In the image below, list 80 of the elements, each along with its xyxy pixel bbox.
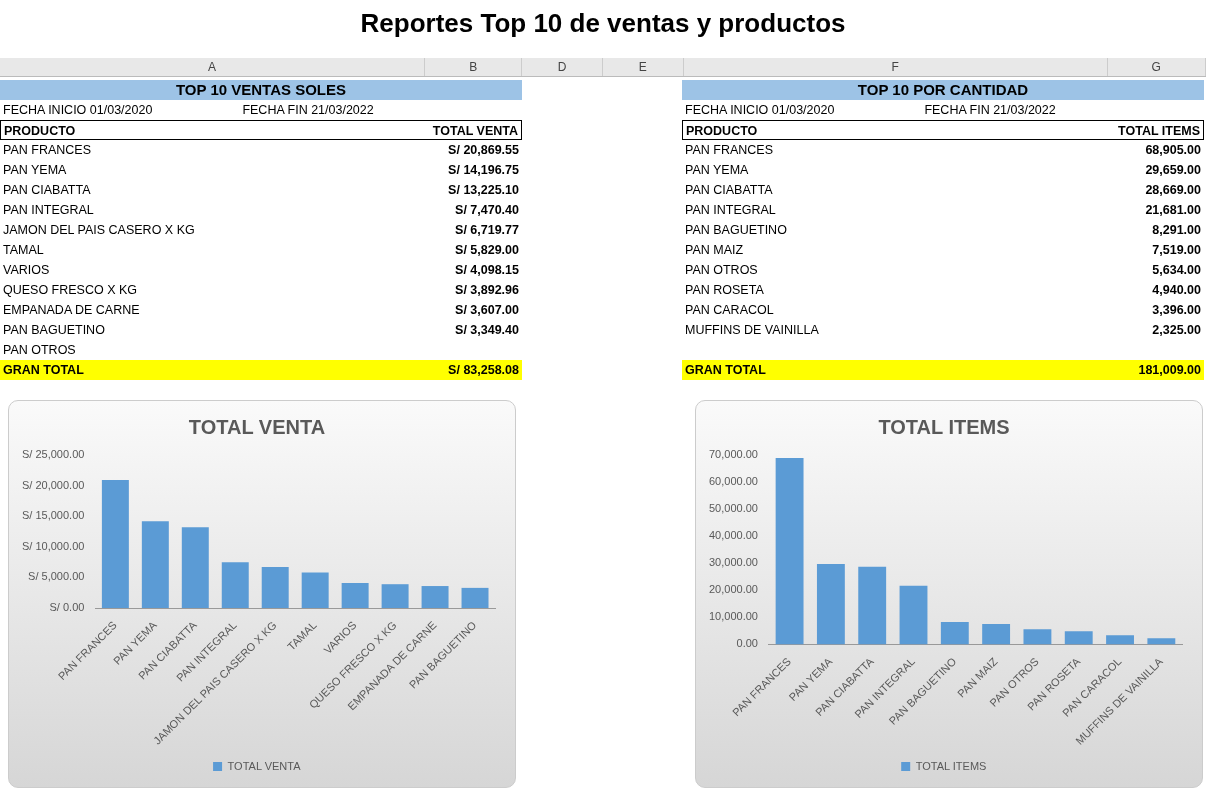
- text: TOP 10 VENTAS SOLES: [0, 80, 522, 100]
- category-label: QUESO FRESCO X KG: [3, 283, 138, 297]
- category-label: JAMON DEL PAIS CASERO X KG: [3, 223, 195, 237]
- category-label: PAN INTEGRAL: [685, 203, 776, 217]
- text: S/ 3,349.40: [455, 322, 519, 339]
- text: Reportes Top 10 de ventas y productos: [359, 8, 847, 39]
- text: F: [683, 58, 1108, 76]
- y-tick-label: 40,000.00: [709, 529, 758, 542]
- text: 68,905.00: [1145, 142, 1201, 159]
- text: S/ 3,892.96: [455, 282, 519, 299]
- text: A: [0, 58, 425, 76]
- category-label: EMPANADA DE CARNE: [3, 303, 140, 317]
- chart-title: TOTAL VENTA: [188, 415, 326, 438]
- category-label: PAN YEMA: [3, 163, 67, 177]
- y-tick-label: S/ 25,000.00: [21, 448, 85, 461]
- category-label: PAN ROSETA: [685, 283, 764, 297]
- text: S/ 6,719.77: [455, 222, 519, 239]
- legend-label: TOTAL VENTA: [227, 759, 302, 772]
- y-tick-label: 70,000.00: [709, 448, 758, 461]
- category-label: PAN INTEGRAL: [3, 203, 94, 217]
- chart-title: TOTAL ITEMS: [878, 415, 1010, 438]
- category-label: PAN FRANCES: [3, 143, 91, 157]
- category-label: PAN CARACOL: [685, 303, 774, 317]
- text: 21,681.00: [1145, 202, 1201, 219]
- text: S/ 4,098.15: [455, 262, 519, 279]
- text: E: [603, 58, 684, 76]
- category-label: PAN BAGUETINO: [685, 223, 787, 237]
- text: S/ 5,829.00: [455, 242, 519, 259]
- text: TOTAL ITEMS: [1118, 123, 1200, 139]
- text: 4,940.00: [1152, 282, 1201, 299]
- text: 2,325.00: [1152, 322, 1201, 339]
- y-tick-label: S/ 5,000.00: [28, 570, 85, 583]
- text: S/ 20,869.55: [448, 142, 519, 159]
- y-tick-label: S/ 10,000.00: [21, 539, 85, 552]
- text: S/ 83,258.08: [448, 362, 519, 379]
- text: 3,396.00: [1152, 302, 1201, 319]
- text: TOTAL VENTA: [432, 123, 518, 139]
- text: GRAN TOTAL: [3, 362, 84, 379]
- category-label: PAN BAGUETINO: [3, 323, 105, 337]
- text: S/ 7,470.40: [455, 202, 519, 219]
- y-tick-label: S/ 20,000.00: [21, 478, 85, 491]
- text: FECHA FIN 21/03/2022: [242, 102, 374, 119]
- category-label: PAN CIABATTA: [685, 183, 773, 197]
- y-tick-label: 50,000.00: [709, 502, 758, 515]
- text: 5,634.00: [1152, 262, 1201, 279]
- y-tick-label: 30,000.00: [709, 556, 758, 569]
- legend-label: TOTAL ITEMS: [915, 759, 987, 772]
- category-label: VARIOS: [3, 263, 50, 277]
- text: FECHA INICIO 01/03/2020: [685, 102, 835, 119]
- y-tick-label: 60,000.00: [709, 475, 758, 488]
- category-label: PAN YEMA: [685, 163, 749, 177]
- category-label: PAN MAIZ: [685, 243, 744, 257]
- text: D: [522, 58, 603, 76]
- text: 29,659.00: [1145, 162, 1201, 179]
- category-label: PAN FRANCES: [685, 143, 773, 157]
- text: FECHA FIN 21/03/2022: [924, 102, 1056, 119]
- text: GRAN TOTAL: [685, 362, 766, 379]
- category-label: MUFFINS DE VAINILLA: [685, 323, 819, 337]
- text: S/ 13,225.10: [448, 182, 519, 199]
- text: S/ 3,607.00: [455, 302, 519, 319]
- y-tick-label: 0.00: [736, 637, 758, 650]
- y-tick-label: 20,000.00: [709, 583, 758, 596]
- text: B: [424, 58, 523, 76]
- text: PAN OTROS: [3, 342, 76, 359]
- category-label: PAN CIABATTA: [3, 183, 91, 197]
- y-tick-label: S/ 0.00: [49, 601, 85, 614]
- text: 8,291.00: [1152, 222, 1201, 239]
- text: S/ 14,196.75: [448, 162, 519, 179]
- text: G: [1107, 58, 1206, 76]
- y-tick-label: S/ 15,000.00: [21, 509, 85, 522]
- text: 7,519.00: [1152, 242, 1201, 259]
- text: FECHA INICIO 01/03/2020: [3, 102, 153, 119]
- text: 181,009.00: [1138, 362, 1201, 379]
- category-label: TAMAL: [3, 243, 44, 257]
- text: PRODUCTO: [686, 123, 758, 139]
- y-tick-label: 10,000.00: [709, 610, 758, 623]
- category-label: PAN OTROS: [685, 263, 758, 277]
- text: TOP 10 POR CANTIDAD: [682, 80, 1204, 100]
- text: 28,669.00: [1145, 182, 1201, 199]
- text: PRODUCTO: [4, 123, 76, 139]
